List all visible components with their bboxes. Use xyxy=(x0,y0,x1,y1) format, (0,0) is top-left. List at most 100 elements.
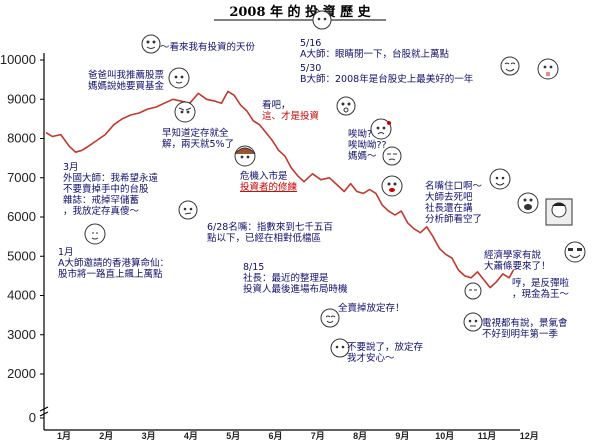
y-tick-label: 5000 xyxy=(7,248,36,263)
y-tick-label: 4000 xyxy=(7,288,36,303)
annotation-line: 8/15 xyxy=(243,262,264,273)
annotation: 哼，是反彈啦，現金為王～ xyxy=(512,277,570,300)
annotation-line: 我才安心～ xyxy=(347,352,395,364)
face-calm-icon xyxy=(330,338,350,358)
face-kid-icon xyxy=(168,67,190,89)
y-tick-label: 8000 xyxy=(7,131,36,146)
annotation-line: 電視都有說，景氣會 xyxy=(482,317,568,329)
annotation-line: A大師邀請的香港算命仙： xyxy=(58,257,169,269)
annotation-line: 5/16 xyxy=(300,38,321,49)
y-axis-break-mark xyxy=(39,406,49,417)
face-old-man-icon xyxy=(489,168,511,190)
annotation: 唉呦?唉呦呦??媽媽～ xyxy=(348,128,387,162)
x-tick-label: 11月 xyxy=(478,431,497,441)
annotation-line: ，現金為王～ xyxy=(512,288,570,300)
annotation: 看吧，這、才是投資 xyxy=(262,99,319,122)
face-tongue-icon xyxy=(537,58,559,80)
face-sneer-icon xyxy=(178,200,198,220)
y-tick-label: 7000 xyxy=(7,170,36,185)
annotation-line: 全賣掉放定存！ xyxy=(338,302,405,314)
annotation-line: 唉呦? xyxy=(348,128,372,140)
face-panic-icon xyxy=(381,175,403,197)
y-tick-label: 2000 xyxy=(7,366,36,381)
annotation-line: 不要賣掉手中的台股 xyxy=(63,183,149,195)
face-speaker-icon xyxy=(463,312,483,332)
annotation-line: 6/28名嘴：指數來到七千五百 xyxy=(207,221,333,233)
face-bald-icon xyxy=(84,223,106,245)
annotation-line: 社長還在講 xyxy=(425,202,473,214)
face-shocked-icon xyxy=(336,96,356,116)
annotation-line: 社長：最近的整理是 xyxy=(243,272,329,284)
x-tick-label: 1月 xyxy=(57,431,71,441)
face-content-icon xyxy=(320,308,340,328)
x-tick-label: 7月 xyxy=(311,431,325,441)
annotation-line: 媽媽～ xyxy=(348,150,377,162)
y-tick-label: 10000 xyxy=(0,52,36,67)
annotation-line: 雜誌：戒掉罕儲蓄 xyxy=(63,194,139,206)
face-grinning-icon xyxy=(141,34,161,54)
y-tick-label: 6000 xyxy=(7,209,36,224)
series-line xyxy=(45,90,515,289)
x-tick-label: 4月 xyxy=(184,431,198,441)
annotation-line: 點以下，已經在相對低檔區 xyxy=(207,232,321,244)
face-portrait-icon xyxy=(545,198,573,226)
x-ticks: 1月 2月 3月 4月 5月 6月 7月 8月 9月 10月 11月 12月 xyxy=(57,431,539,441)
x-tick-label: 12月 xyxy=(520,431,539,441)
face-cat-icon xyxy=(312,7,332,30)
annotation-line: 分析師看空了 xyxy=(425,213,482,225)
annotation-line: 看吧， xyxy=(262,99,291,111)
face-happy-icon xyxy=(500,56,520,76)
annotation-line: 1月 xyxy=(58,247,74,258)
annotation-line: 投資者的修練 xyxy=(240,181,298,193)
annotation-line: 不要說了，放定存 xyxy=(347,341,424,353)
annotation-line: 哼，是反彈啦 xyxy=(512,277,570,289)
chart-title: 2008 年 的 投 資 歷 史 xyxy=(229,4,371,20)
annotation-line: 唉呦呦?? xyxy=(348,139,387,151)
x-tick-label: 10月 xyxy=(435,431,454,441)
annotation-line: 危機入市是 xyxy=(240,170,288,182)
annotation-line: 早知道定存就全 xyxy=(162,127,229,139)
x-tick-label: 9月 xyxy=(395,431,409,441)
face-crying-icon xyxy=(382,146,402,166)
annotation-line: ，我放定存真傻～ xyxy=(63,205,140,217)
cartoon-faces xyxy=(84,7,586,358)
face-angry-icon xyxy=(174,101,196,123)
annotation-line: 大蕭條要來了！ xyxy=(484,260,551,272)
y-tick-label: 9000 xyxy=(7,91,36,106)
face-screaming-icon xyxy=(517,192,539,214)
annotation-line: A大師：眼睛閉一下，台股就上萬點 xyxy=(300,48,449,60)
annotation-line: 不好到明年第一季 xyxy=(482,328,559,340)
annotation: 全賣掉放定存！ xyxy=(338,302,405,314)
face-grin-icon xyxy=(564,241,586,263)
y-ticks: 0 2000 3000 4000 5000 6000 7000 8000 9000 10000 xyxy=(0,52,44,425)
x-tick-label: 3月 xyxy=(142,431,156,441)
y-tick-label: 0 xyxy=(29,410,36,425)
annotation-line: 股市將一路直上飆上萬點 xyxy=(58,268,163,280)
face-brown-hair-icon xyxy=(234,145,256,167)
annotation-line: 外國大師：我希望永遠 xyxy=(63,172,159,184)
annotation-line: ～看來我有投資的天份 xyxy=(160,41,256,53)
annotation-line: B大師：2008年是台股史上最美好的一年 xyxy=(300,73,474,85)
annotation-line: 5/30 xyxy=(300,63,321,74)
annotation-line: 3月 xyxy=(63,162,79,173)
face-worried-icon xyxy=(370,118,392,140)
face-sleepy-icon xyxy=(464,282,482,300)
annotation-line: 投資人最後進場布局時機 xyxy=(243,283,348,295)
annotation-line: 這、才是投資 xyxy=(262,110,319,122)
x-tick-label: 6月 xyxy=(268,431,282,441)
y-tick-label: 3000 xyxy=(7,327,36,342)
